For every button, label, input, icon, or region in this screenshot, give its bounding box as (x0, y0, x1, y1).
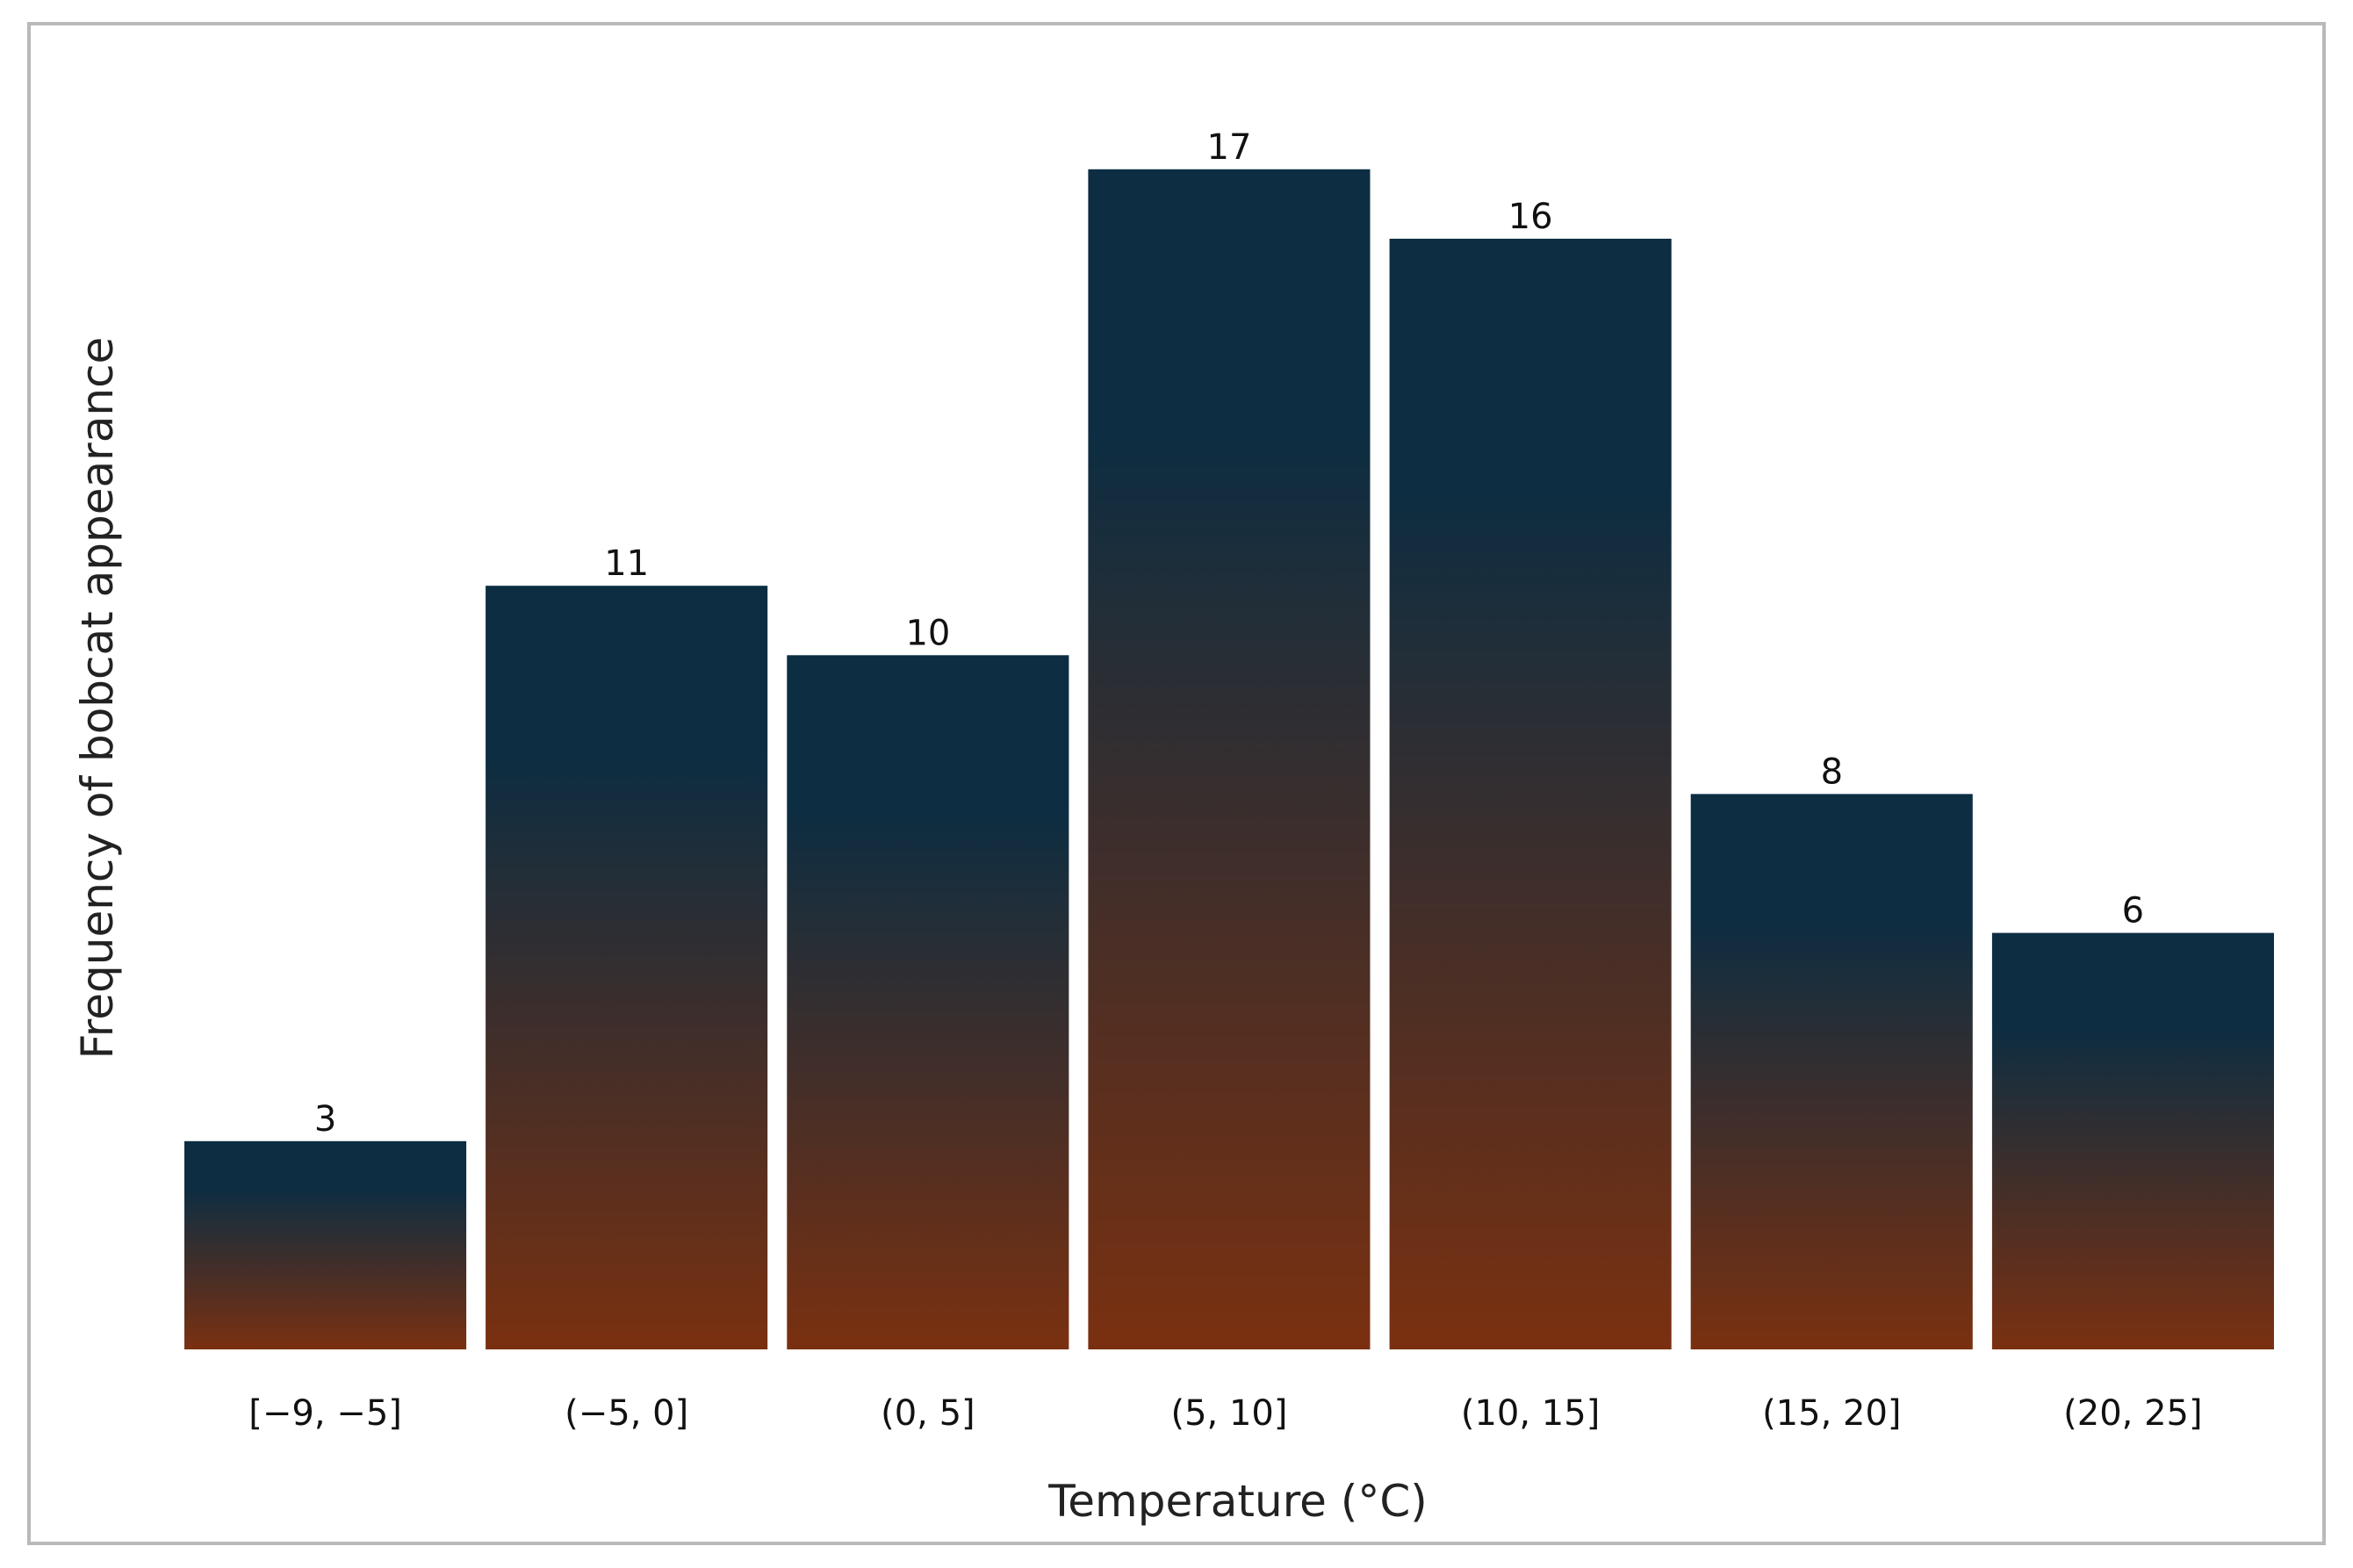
bar (1389, 238, 1672, 1349)
bars-layer (184, 169, 2274, 1349)
bar-value-label: 11 (604, 543, 649, 584)
bar-value-label: 16 (1508, 197, 1553, 237)
bar-value-label: 3 (314, 1099, 336, 1140)
bar (486, 586, 768, 1349)
bar (1690, 794, 1973, 1349)
bar-value-label: 8 (1821, 752, 1843, 792)
x-tick-label: (5, 10] (1171, 1393, 1288, 1434)
bar (184, 1140, 467, 1349)
bar (1088, 169, 1371, 1349)
x-tick-label: (10, 15] (1461, 1393, 1600, 1434)
bar-value-label: 10 (905, 613, 950, 653)
y-axis-title: Frequency of bobcat appearance (72, 337, 123, 1060)
value-labels-layer: 3 11 10 17 16 8 6 (314, 127, 2144, 1140)
bar-value-label: 6 (2122, 891, 2144, 931)
bar (1991, 932, 2274, 1349)
bar (787, 655, 1069, 1349)
bar-value-label: 17 (1207, 127, 1252, 168)
x-tick-labels: [−9, −5] (−5, 0] (0, 5] (5, 10] (10, 15] (15,… (248, 1393, 2202, 1434)
x-tick-label: (0, 5] (881, 1393, 975, 1434)
x-tick-label: (20, 25] (2063, 1393, 2202, 1434)
x-axis-title: Temperature (°C) (1047, 1476, 1428, 1527)
x-tick-label: (−5, 0] (565, 1393, 688, 1434)
x-tick-label: [−9, −5] (248, 1393, 402, 1434)
x-tick-label: (15, 20] (1762, 1393, 1901, 1434)
